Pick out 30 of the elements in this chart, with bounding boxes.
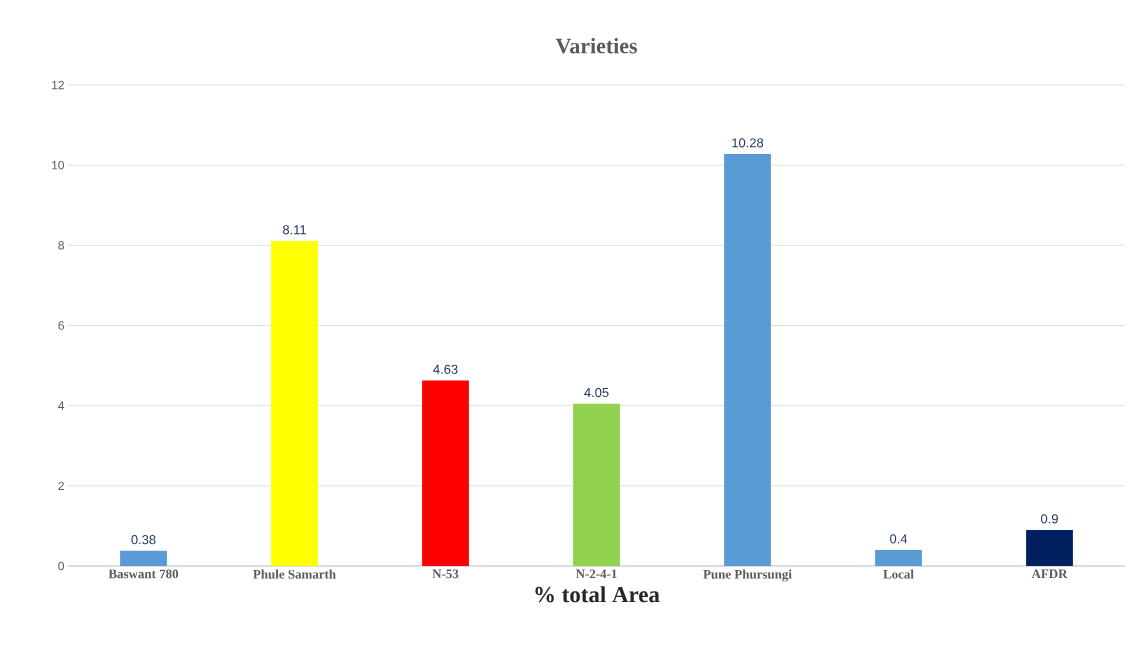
data-label: 0.4 <box>890 534 908 544</box>
data-label: 8.11 <box>282 225 306 235</box>
x-tick-label: AFDR <box>1031 569 1068 579</box>
bar <box>1026 529 1073 566</box>
bar <box>875 549 922 566</box>
data-label: 0.9 <box>1041 514 1058 524</box>
y-tick-label: 4 <box>58 401 65 410</box>
data-label: 10.28 <box>732 138 764 148</box>
x-tick-label: Local <box>883 569 914 579</box>
y-tick-label: 12 <box>52 80 64 90</box>
bar <box>271 240 318 566</box>
y-tick-label: 8 <box>58 241 64 250</box>
bar <box>573 403 620 566</box>
x-tick-label: Pune Phursungi <box>703 569 792 582</box>
x-tick-label: N-53 <box>432 569 459 579</box>
data-label: 4.05 <box>584 387 609 398</box>
x-tick-label: Baswant 780 <box>108 569 179 579</box>
y-tick-label: 10 <box>52 160 65 170</box>
chart-title: Varieties <box>555 37 637 54</box>
y-tick-label: 0 <box>58 561 65 571</box>
bar <box>724 153 771 566</box>
bar <box>120 550 167 566</box>
y-tick-label: 6 <box>58 321 64 330</box>
data-label: 4.63 <box>433 364 458 374</box>
x-tick-label: Phule Samarth <box>253 569 336 579</box>
bar <box>422 380 469 566</box>
y-tick-label: 2 <box>58 481 64 491</box>
data-label: 0.38 <box>131 535 156 545</box>
x-tick-label: N-2-4-1 <box>575 569 617 579</box>
x-axis-title: % total Area <box>535 586 660 603</box>
